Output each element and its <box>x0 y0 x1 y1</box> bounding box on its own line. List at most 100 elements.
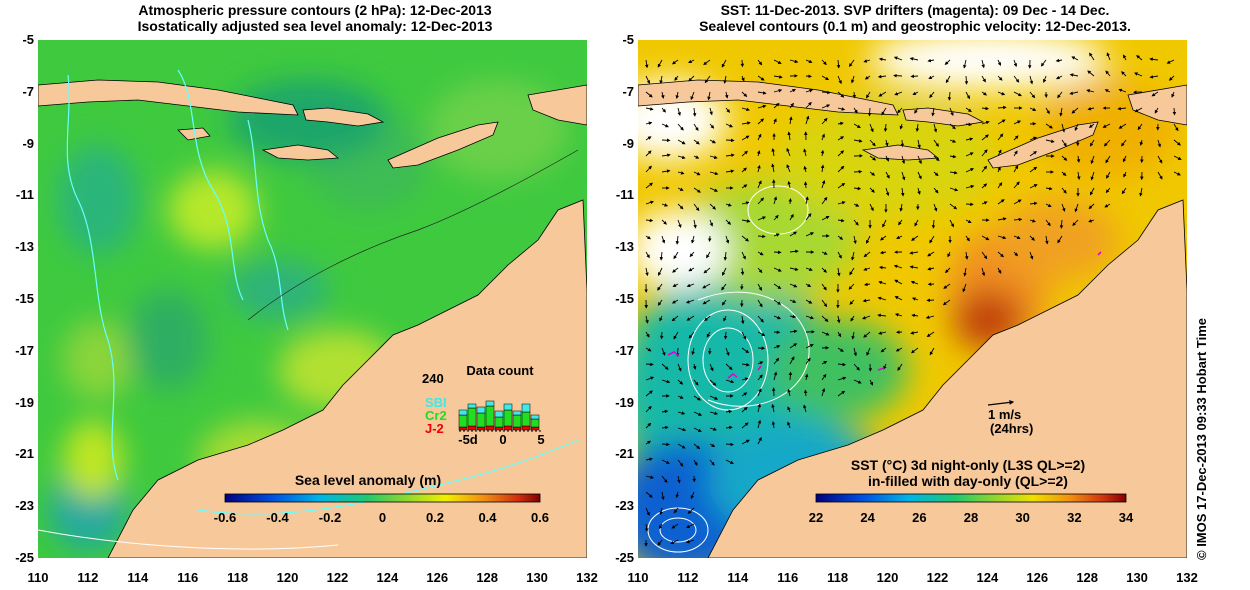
lat-tick-left: -25 <box>15 550 34 565</box>
lat-tick-right: -25 <box>615 550 634 565</box>
velocity-arrow <box>1149 75 1159 79</box>
velocity-arrow <box>893 73 903 78</box>
velocity-arrow <box>1029 219 1036 223</box>
velocity-arrow <box>709 443 716 447</box>
lon-tick-right: 114 <box>727 570 749 585</box>
velocity-arrow <box>821 133 825 141</box>
velocity-arrow <box>997 59 1001 67</box>
svp-drifters <box>667 251 1102 379</box>
velocity-arrow <box>757 283 763 291</box>
velocity-arrow <box>659 251 664 261</box>
velocity-arrow <box>657 283 663 291</box>
velocity-arrow <box>944 267 951 274</box>
velocity-arrow <box>723 331 728 340</box>
velocity-arrow <box>837 165 845 173</box>
velocity-arrow <box>1173 155 1182 160</box>
velocity-arrow <box>677 219 682 229</box>
lat-tick-right: -19 <box>615 394 634 410</box>
velocity-arrow <box>965 219 972 224</box>
velocity-arrow <box>741 331 747 340</box>
velocity-arrow <box>725 153 735 158</box>
data-count-bar <box>476 426 486 431</box>
velocity-arrow <box>942 299 951 306</box>
velocity-arrow <box>773 250 782 255</box>
velocity-arrow <box>965 91 970 100</box>
velocity-arrow <box>869 155 877 161</box>
velocity-arrow <box>757 180 762 189</box>
sla-land <box>38 79 587 558</box>
velocity-arrow <box>673 331 679 340</box>
data-count-bar <box>485 405 495 427</box>
velocity-arrow <box>917 155 922 165</box>
velocity-arrow <box>789 329 798 334</box>
velocity-arrow <box>928 75 935 80</box>
velocity-arrow <box>899 123 904 130</box>
velocity-arrow <box>645 251 650 259</box>
velocity-arrow <box>997 166 1001 173</box>
data-count-bar <box>530 418 540 428</box>
lon-tick-left: 110 <box>27 570 49 585</box>
lon-tick-right: 116 <box>777 570 799 585</box>
velocity-arrow <box>685 539 695 544</box>
velocity-arrow <box>911 297 919 301</box>
velocity-arrow <box>1117 106 1127 111</box>
velocity-arrow <box>1122 155 1127 163</box>
velocity-arrow <box>661 425 669 430</box>
velocity-arrow <box>773 371 778 381</box>
velocity-arrow <box>885 171 890 179</box>
velocity-arrow <box>927 267 935 271</box>
sealevel-contours <box>647 185 810 553</box>
velocity-arrow <box>837 390 846 397</box>
velocity-arrow <box>949 139 957 143</box>
velocity-arrow <box>659 331 664 340</box>
velocity-arrow <box>929 235 935 244</box>
velocity-arrow <box>853 203 860 207</box>
velocity-arrow <box>915 123 920 132</box>
velocity-arrow <box>917 171 922 180</box>
data-count-bar <box>476 406 486 414</box>
velocity-arrow <box>657 59 663 68</box>
velocity-arrow <box>709 187 719 192</box>
velocity-arrow <box>691 347 695 356</box>
left-title-line2: Isostatically adjusted sea level anomaly… <box>137 18 493 34</box>
velocity-arrow <box>709 459 715 466</box>
velocity-arrow <box>820 164 825 173</box>
velocity-arrow <box>885 187 890 197</box>
data-count-bar <box>494 416 504 428</box>
australia-mainland <box>707 199 1187 558</box>
velocity-arrow <box>773 283 782 290</box>
velocity-arrow <box>689 251 695 258</box>
velocity-arrow <box>693 443 701 450</box>
velocity-arrow <box>910 331 919 335</box>
data-count-xtick-0: 0 <box>499 432 506 447</box>
velocity-arrow <box>645 315 649 324</box>
data-count-bar <box>503 425 513 431</box>
velocity-arrow <box>878 91 887 97</box>
velocity-arrow <box>757 267 763 274</box>
lat-tick-left: -11 <box>15 187 34 203</box>
velocity-arrow <box>1045 203 1052 208</box>
velocity-arrow <box>757 234 766 239</box>
velocity-arrow <box>709 395 719 400</box>
velocity-arrow <box>869 139 876 147</box>
velocity-arrow <box>1069 73 1079 77</box>
velocity-arrow <box>1106 52 1111 61</box>
velocity-arrow <box>675 235 680 245</box>
velocity-arrow <box>740 59 745 68</box>
velocity-arrow <box>849 267 855 276</box>
velocity-arrow <box>671 315 679 322</box>
velocity-arrow <box>771 148 775 157</box>
velocity-arrow <box>894 279 903 285</box>
velocity-arrow <box>702 299 711 305</box>
velocity-arrow <box>645 267 649 277</box>
velocity-arrow <box>725 107 731 113</box>
velocity-arrow <box>706 331 711 338</box>
data-count-inset: Data count 240 SBI Cr2 J-2 -5d 0 5 <box>422 363 545 447</box>
velocity-arrow <box>757 91 767 95</box>
colorbar-tick: 30 <box>1015 510 1029 525</box>
velocity-arrow <box>645 91 653 98</box>
velocity-arrow <box>803 148 807 157</box>
velocity-arrow <box>709 219 713 227</box>
data-count-bar <box>512 426 522 431</box>
colorbar-tick: 22 <box>809 510 823 525</box>
